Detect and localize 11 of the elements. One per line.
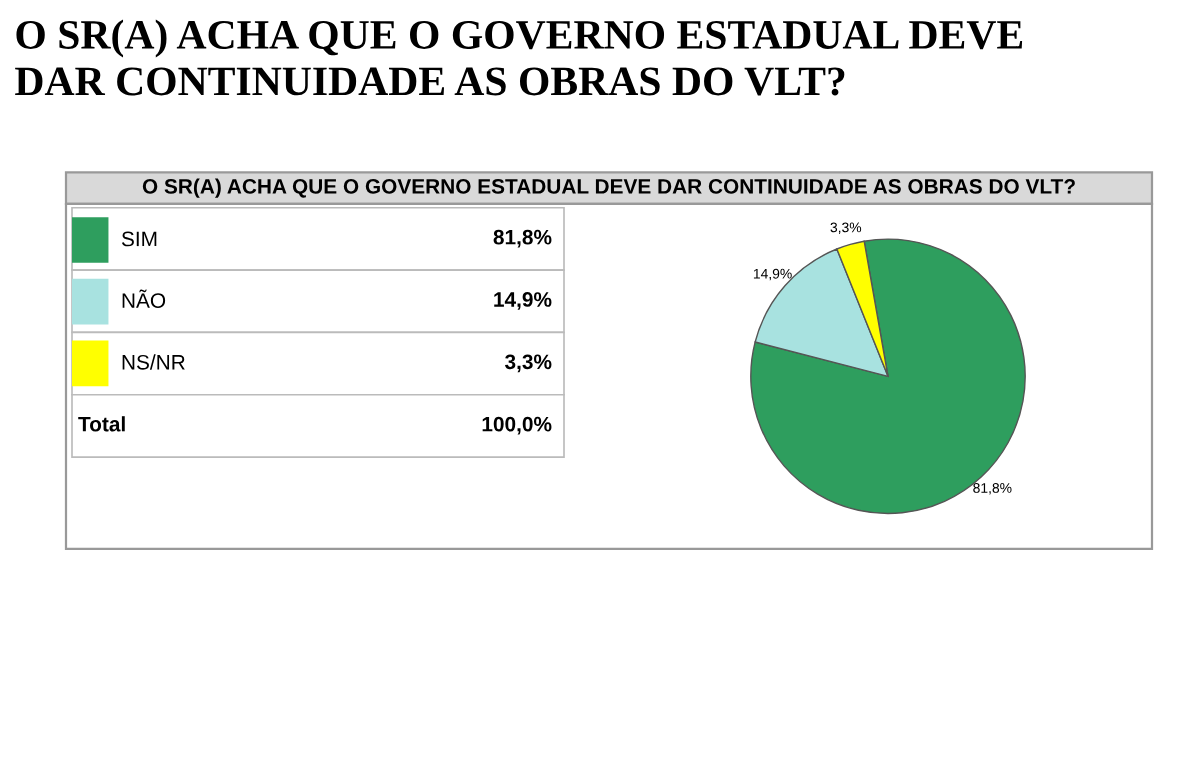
pie-slice bbox=[750, 238, 1026, 515]
chart-subtitle: O SR(A) ACHA QUE O GOVERNO ESTADUAL DEVE DAR CONTINUIDADE AS OBRAS DO VLT? bbox=[142, 178, 1075, 198]
text: 14,9% bbox=[494, 292, 552, 310]
text: 100,0% bbox=[482, 416, 552, 435]
text: 81,8% bbox=[493, 229, 552, 248]
legend-label: SIM bbox=[121, 231, 157, 247]
text: 3,3% bbox=[504, 354, 552, 373]
text: Total bbox=[78, 416, 125, 432]
chart-title: O SR(A) ACHA QUE O GOVERNO ESTADUAL DEVE DAR CONTINUIDADE AS OBRAS DO VLT? bbox=[15, 19, 1023, 96]
legend-label: NÃO bbox=[122, 289, 166, 308]
legend-label: NS/NR bbox=[122, 354, 185, 370]
